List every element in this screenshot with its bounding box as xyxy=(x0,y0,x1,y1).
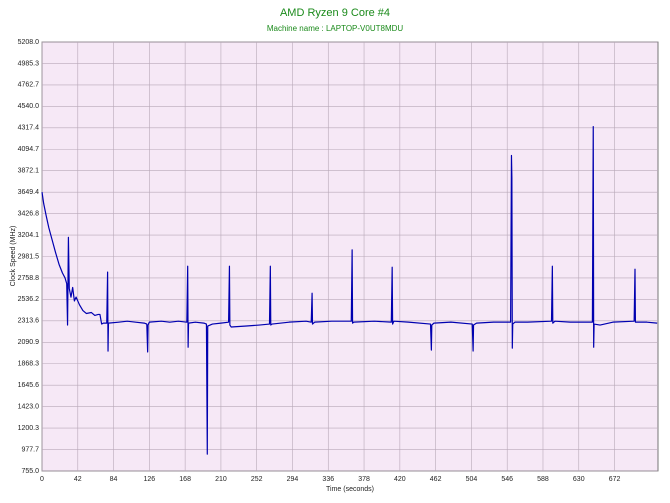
x-axis-label: Time (seconds) xyxy=(326,486,374,493)
x-tick-label: 420 xyxy=(394,476,406,483)
y-tick-label: 5208.0 xyxy=(18,39,40,46)
y-tick-label: 3649.4 xyxy=(18,189,40,196)
x-tick-label: 672 xyxy=(609,476,621,483)
y-tick-label: 1645.6 xyxy=(18,382,40,389)
y-tick-label: 2758.8 xyxy=(18,275,40,282)
x-tick-label: 126 xyxy=(144,476,156,483)
x-tick-label: 168 xyxy=(179,476,191,483)
y-tick-label: 1423.0 xyxy=(18,403,40,410)
x-tick-label: 210 xyxy=(215,476,227,483)
x-tick-label: 546 xyxy=(501,476,513,483)
y-tick-label: 1868.3 xyxy=(18,361,40,368)
y-tick-label: 2981.5 xyxy=(18,253,40,260)
x-tick-label: 504 xyxy=(466,476,478,483)
y-tick-label: 2536.2 xyxy=(18,296,40,303)
x-tick-label: 378 xyxy=(358,476,370,483)
x-tick-label: 294 xyxy=(287,476,299,483)
x-tick-label: 336 xyxy=(322,476,334,483)
y-tick-label: 1200.3 xyxy=(18,425,40,432)
chart-subtitle: Machine name : LAPTOP-V0UT8MDU xyxy=(267,24,404,33)
x-tick-label: 462 xyxy=(430,476,442,483)
y-tick-label: 3204.1 xyxy=(18,232,40,239)
y-tick-label: 2090.9 xyxy=(18,339,40,346)
x-tick-label: 84 xyxy=(110,476,118,483)
chart-title: AMD Ryzen 9 Core #4 xyxy=(280,7,390,19)
y-tick-label: 4985.3 xyxy=(18,60,40,67)
x-tick-label: 630 xyxy=(573,476,585,483)
y-axis-label: Clock Speed (MHz) xyxy=(10,226,17,287)
y-tick-label: 977.7 xyxy=(21,446,39,453)
data-line xyxy=(41,125,658,455)
y-tick-label: 755.0 xyxy=(21,468,39,475)
x-tick-label: 0 xyxy=(40,476,44,483)
y-tick-label: 3426.8 xyxy=(18,210,40,217)
y-tick-label: 4762.7 xyxy=(18,82,40,89)
y-tick-label: 4094.7 xyxy=(18,146,40,153)
x-tick-label: 42 xyxy=(74,476,82,483)
y-tick-label: 2313.6 xyxy=(18,318,40,325)
x-tick-label: 588 xyxy=(537,476,549,483)
y-tick-label: 4540.0 xyxy=(18,103,40,110)
x-tick-label: 252 xyxy=(251,476,263,483)
y-tick-label: 3872.1 xyxy=(18,168,40,175)
y-tick-label: 4317.4 xyxy=(18,125,40,132)
